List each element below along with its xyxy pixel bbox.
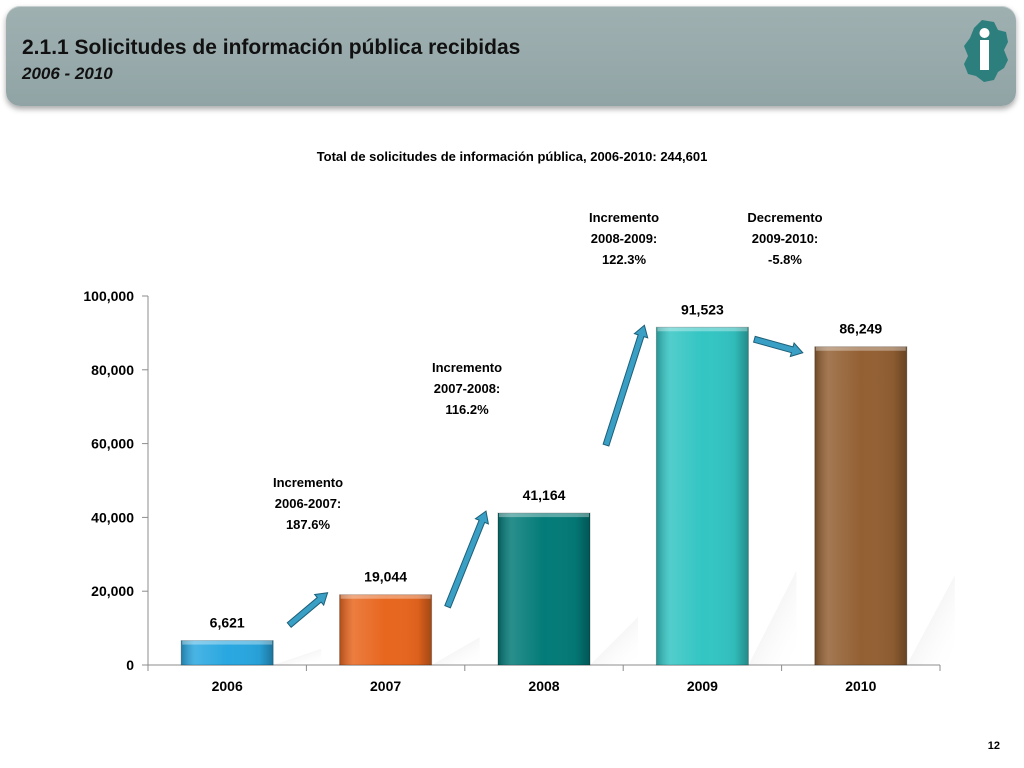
- trend-arrow-2008-2009: [602, 324, 649, 447]
- bar-top-highlight: [340, 594, 431, 599]
- bar-shadow: [590, 617, 638, 665]
- chart-title: Total de solicitudes de información públ…: [316, 149, 708, 164]
- y-tick-label: 0: [126, 657, 134, 673]
- annotation-line: Incremento: [588, 210, 660, 225]
- annotation-line: 2009-2010:: [751, 231, 819, 246]
- change-annotation: Incremento 2006-2007: 187.6%: [248, 472, 368, 535]
- change-annotation: Incremento 2007-2008: 116.2%: [407, 357, 527, 420]
- slide-header: 2.1.1 Solicitudes de información pública…: [6, 6, 1016, 106]
- category-label-2006: 2006: [212, 678, 243, 694]
- annotation-line: 116.2%: [445, 402, 489, 417]
- y-tick-label: 60,000: [91, 436, 134, 452]
- bar-top-highlight: [657, 327, 748, 332]
- bar-shadow: [906, 575, 955, 665]
- category-label-2010: 2010: [845, 678, 876, 694]
- bar-shine: [339, 594, 432, 665]
- bar-top-highlight: [499, 513, 589, 518]
- trend-arrow-2007-2008: [444, 510, 490, 609]
- bar-top-highlight: [815, 346, 906, 351]
- bar-top-highlight: [182, 640, 273, 645]
- trend-arrow-2009-2010: [752, 335, 804, 358]
- annotation-line: Decremento: [747, 210, 823, 225]
- annotation-line: 2008-2009:: [590, 231, 658, 246]
- y-tick-label: 20,000: [91, 583, 134, 599]
- category-label-2009: 2009: [687, 678, 718, 694]
- bar-shadow: [431, 637, 480, 665]
- value-label-2009: 91,523: [681, 301, 724, 317]
- bar-shine: [656, 327, 749, 665]
- slide-title: 2.1.1 Solicitudes de información pública…: [22, 36, 521, 59]
- annotation-line: Incremento: [272, 475, 344, 490]
- annotation-line: 2007-2008:: [433, 381, 501, 396]
- slide-subtitle: 2006 - 2010: [22, 64, 113, 83]
- page-number: 12: [987, 740, 1000, 752]
- change-annotation: Incremento 2008-2009: 122.3%: [564, 207, 684, 270]
- annotation-line: 2006-2007:: [274, 496, 342, 511]
- change-annotation: Decremento 2009-2010: -5.8%: [725, 207, 845, 270]
- value-label-2007: 19,044: [364, 569, 407, 585]
- bar-shine: [498, 513, 590, 665]
- annotation-line: -5.8%: [768, 252, 802, 267]
- value-label-2006: 6,621: [210, 615, 245, 631]
- y-tick-label: 40,000: [91, 509, 134, 525]
- category-label-2007: 2007: [370, 678, 401, 694]
- category-label-2008: 2008: [528, 678, 559, 694]
- info-logo-icon: [964, 20, 1008, 82]
- bar-shadow: [273, 648, 322, 665]
- bar-shine: [814, 346, 907, 665]
- y-tick-label: 100,000: [83, 288, 134, 304]
- annotation-line: 187.6%: [285, 517, 331, 532]
- value-label-2010: 86,249: [839, 321, 882, 337]
- bar-shadow: [748, 570, 797, 665]
- annotation-line: 122.3%: [601, 252, 647, 267]
- y-tick-label: 80,000: [91, 362, 134, 378]
- annotation-line: Incremento: [431, 360, 503, 375]
- trend-arrow-2006-2007: [286, 592, 329, 629]
- bar-shine: [181, 640, 274, 665]
- value-label-2008: 41,164: [523, 487, 566, 503]
